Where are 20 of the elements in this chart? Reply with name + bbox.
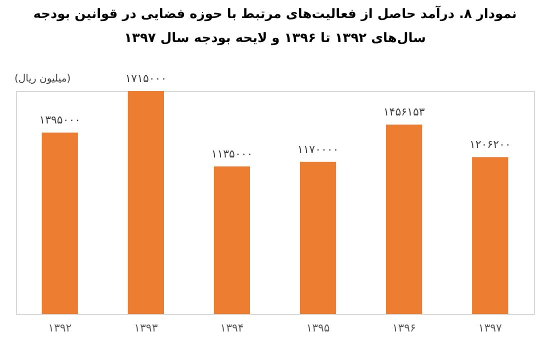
x-tick-label: ۱۳۹۶ [392,322,416,334]
x-tick-label: ۱۳۹۵ [306,322,330,334]
data-label: ۱۱۳۵۰۰۰ [211,147,253,160]
data-label: ۱۲۰۶۲۰۰ [469,138,511,152]
bar [300,162,336,314]
bar [214,166,250,314]
data-label: ۱۱۷۰۰۰۰ [297,142,339,156]
x-tick-label: ۱۳۹۲ [48,322,72,334]
bar [472,157,508,314]
data-label: ۱۳۹۵۰۰۰ [39,114,81,127]
bar [128,91,164,314]
data-label: ۱۷۱۵۰۰۰ [125,72,167,85]
chart-title: نمودار ۸. درآمد حاصل از فعالیت‌های مرتبط با حوزه فضایی در قوانین بودجه سال‌های ۱۳۹۲ تا ۱۳۹۶ و لایحه بودجه سال ۱۳۹۷ [33,5,517,46]
x-tick-label: ۱۳۹۴ [220,322,244,334]
bar [42,132,78,314]
x-tick-label: ۱۳۹۷ [478,322,502,334]
x-tick-label: ۱۳۹۳ [134,322,158,334]
data-label: ۱۴۵۶۱۵۳ [383,106,425,119]
y-axis-title: (میلیون ریال) [14,74,71,84]
bar [386,124,422,314]
